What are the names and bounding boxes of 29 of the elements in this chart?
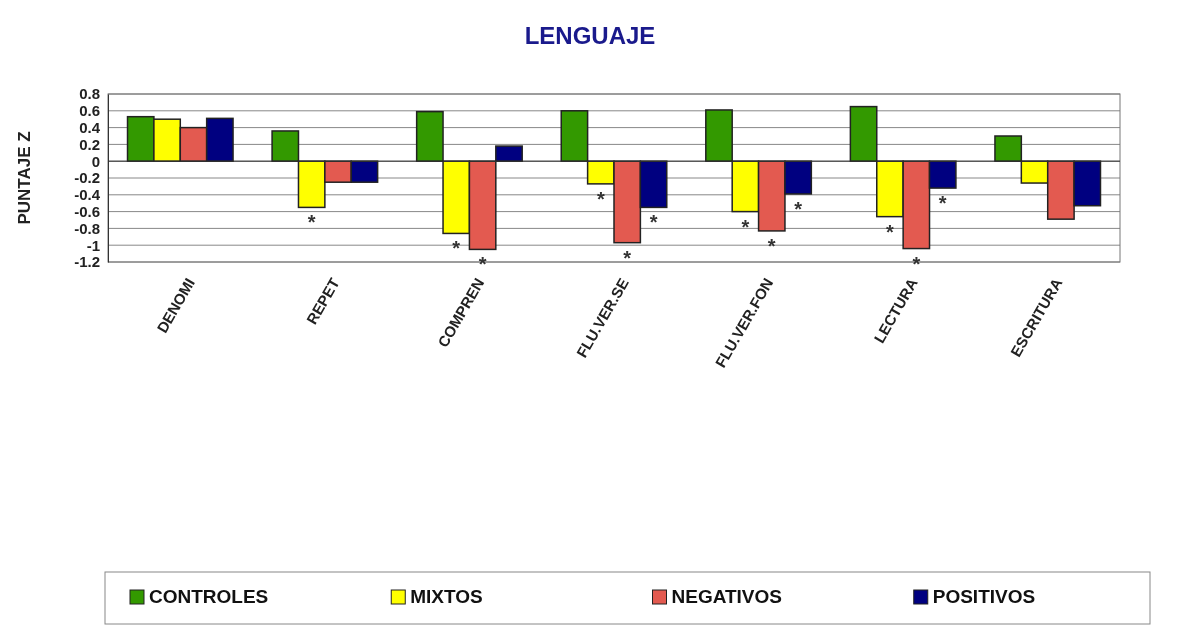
y-tick-label: 0.2: [79, 135, 100, 153]
data-label: *: [623, 246, 632, 269]
data-label: *: [794, 197, 803, 220]
data-label: *: [307, 211, 316, 234]
y-tick-label: -0.6: [74, 202, 100, 220]
y-tick-label: -1.2: [74, 253, 100, 271]
data-label: *: [912, 252, 921, 275]
y-tick-label: -1: [86, 236, 100, 254]
data-label: *: [452, 237, 461, 260]
y-tick-label: -0.8: [74, 219, 100, 237]
data-label: *: [741, 215, 750, 238]
data-label: *: [938, 192, 947, 215]
data-label: *: [478, 253, 487, 276]
y-tick-label: 0.8: [79, 85, 100, 103]
legend-label: POSITIVOS: [932, 586, 1036, 607]
y-tick-label: 0.4: [79, 118, 101, 136]
legend-label: NEGATIVOS: [671, 586, 782, 607]
legend-label: MIXTOS: [410, 586, 483, 607]
data-label: *: [649, 211, 658, 234]
legend-label: CONTROLES: [149, 586, 269, 607]
data-label: *: [767, 234, 776, 257]
chart-title: LENGUAJE: [524, 22, 656, 49]
y-tick-label: -0.4: [74, 186, 101, 204]
y-tick-label: -0.2: [74, 169, 100, 187]
y-axis-title: PUNTAJE Z: [15, 131, 34, 225]
data-label: *: [596, 187, 605, 210]
y-tick-label: 0.6: [79, 102, 100, 120]
data-label: *: [886, 220, 895, 243]
y-tick-label: 0: [91, 152, 100, 170]
